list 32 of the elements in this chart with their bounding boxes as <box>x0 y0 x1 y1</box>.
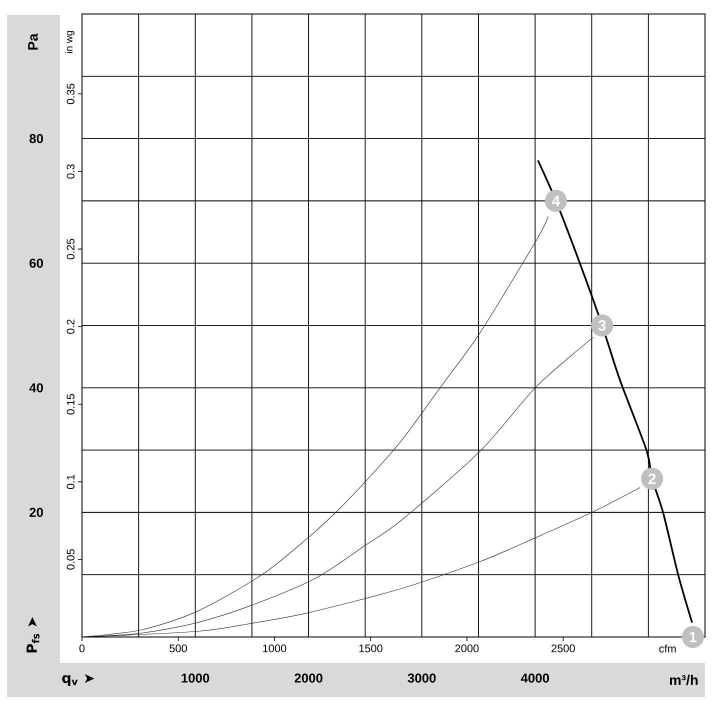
y-tick-label: 60 <box>30 258 43 268</box>
y2-tick-label: 0.3 <box>66 164 74 179</box>
y-tick-label: 80 <box>29 134 43 144</box>
y2-tick-label: 0.2 <box>66 320 74 334</box>
annotation: 2 <box>648 474 656 484</box>
x2-tick-label: 500 <box>170 644 187 652</box>
y2-tick-label: 0.25 <box>66 238 74 260</box>
y-tick-label: 40 <box>29 383 43 392</box>
y2-axis-title: in wg <box>65 31 74 53</box>
x2-tick-label: 0 <box>79 644 85 652</box>
annotation: 1 <box>690 632 697 642</box>
x-tick-label: 2000 <box>294 674 322 683</box>
y2-tick-label: 0.05 <box>66 549 74 570</box>
x2-tick-label: 2500 <box>552 644 575 652</box>
x-tick-label: 3000 <box>408 674 436 683</box>
line-series <box>537 159 693 624</box>
text: P$_{fs}$ ➤ <box>26 616 40 652</box>
x-tick-label: 1000 <box>182 674 210 683</box>
x2-tick-label: 1500 <box>359 644 382 652</box>
text: q$_{v}$ ➤ <box>62 674 94 686</box>
y2-tick-label: 0.35 <box>66 84 74 104</box>
y-axis-title: Pa <box>28 33 38 50</box>
annotation: 3 <box>598 320 606 331</box>
y2-tick-label: 0.1 <box>66 474 74 490</box>
x2-tick-label: 1000 <box>263 644 286 652</box>
y-tick-label: 20 <box>30 508 43 517</box>
x2-tick-label: 2000 <box>455 644 479 652</box>
x2-axis-title: cfm <box>659 644 676 653</box>
y2-tick-label: 0.15 <box>66 394 74 414</box>
x-axis-title: m³/h <box>670 674 698 686</box>
x-tick-label: 4000 <box>520 674 549 683</box>
annotation: 4 <box>552 196 560 206</box>
